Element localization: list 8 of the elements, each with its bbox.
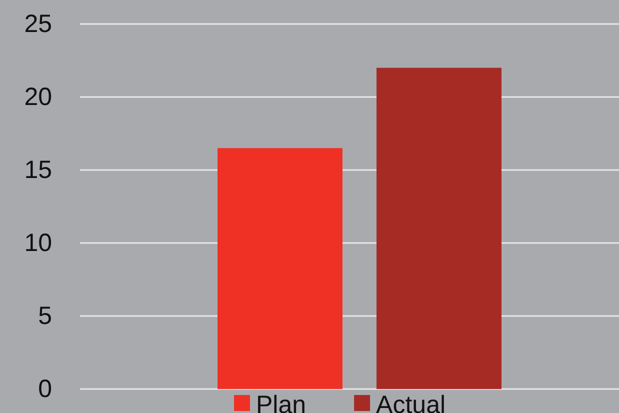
y-tick-label: 15: [24, 156, 52, 184]
y-tick-label: 25: [24, 10, 52, 38]
y-tick-label: 0: [38, 375, 52, 403]
legend-label: Actual: [376, 390, 446, 413]
y-tick-label: 5: [38, 302, 52, 330]
y-tick-label: 20: [24, 83, 52, 111]
legend-label: Plan: [256, 390, 306, 413]
y-tick-label: 10: [24, 229, 52, 257]
